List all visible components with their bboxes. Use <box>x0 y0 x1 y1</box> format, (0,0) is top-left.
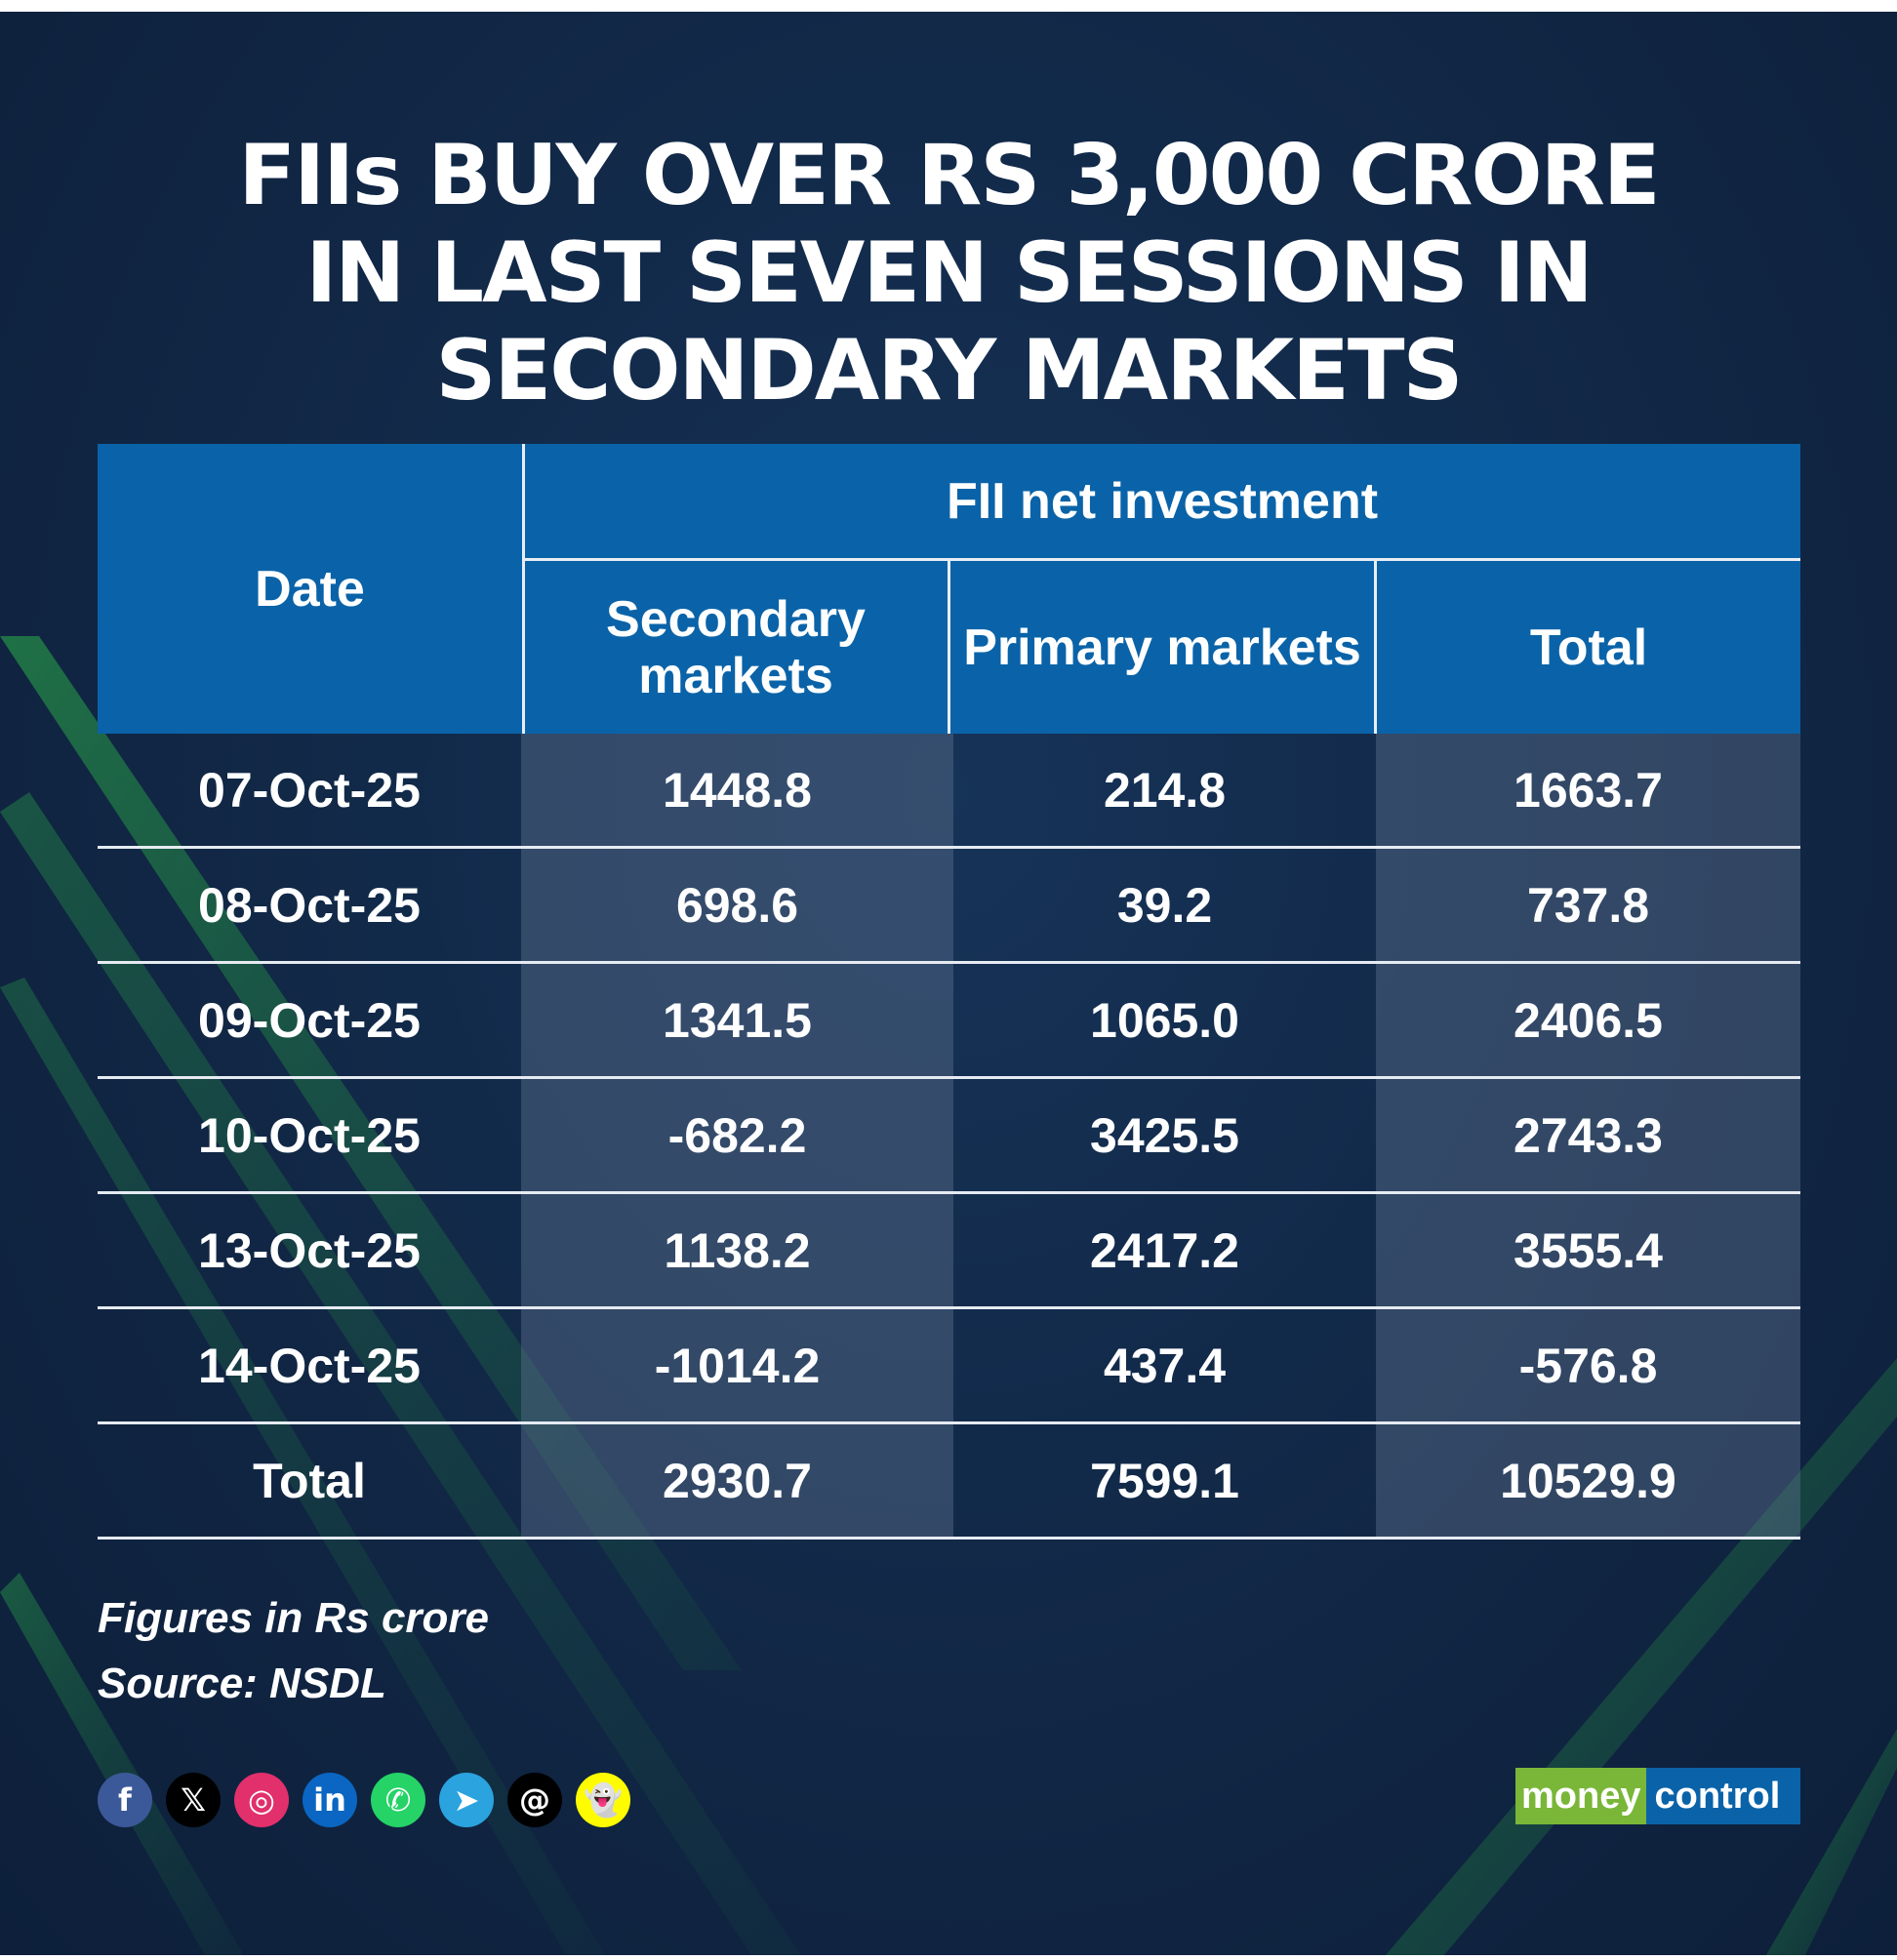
row-divider <box>98 1191 1800 1194</box>
header-divider <box>1374 561 1377 734</box>
header-divider <box>948 561 950 734</box>
moneycontrol-logo: money control <box>1515 1768 1800 1824</box>
row-divider <box>98 846 1800 849</box>
logo-part-money: money <box>1515 1768 1647 1824</box>
secondary-cell: 1341.5 <box>521 964 953 1077</box>
secondary-cell: 1448.8 <box>521 734 953 847</box>
linkedin-icon[interactable]: in <box>303 1773 357 1827</box>
headline: FIIs BUY OVER RS 3,000 CRORE IN LAST SEV… <box>0 127 1897 420</box>
primary-markets-header: Primary markets <box>963 619 1361 676</box>
headline-line-3: SECONDARY MARKETS <box>435 322 1464 420</box>
date-cell: 07-Oct-25 <box>198 763 421 818</box>
row-divider <box>98 961 1800 964</box>
primary-cell: 7599.1 <box>1090 1454 1239 1508</box>
total-cell: 1663.7 <box>1376 734 1800 847</box>
date-cell: 14-Oct-25 <box>198 1339 421 1393</box>
total-header: Total <box>1529 619 1648 676</box>
whatsapp-icon[interactable]: ✆ <box>371 1773 425 1827</box>
header-divider <box>522 444 525 734</box>
total-cell: 2743.3 <box>1376 1079 1800 1192</box>
secondary-cell: 1138.2 <box>521 1194 953 1307</box>
total-cell: 737.8 <box>1376 849 1800 962</box>
table-row: 08-Oct-25 698.6 39.2 737.8 <box>98 849 1800 964</box>
snapchat-icon[interactable]: 👻 <box>576 1773 630 1827</box>
logo-part-control: control <box>1646 1768 1800 1824</box>
facebook-icon[interactable]: f <box>98 1773 152 1827</box>
fii-group-header: FII net investment <box>946 472 1379 530</box>
table-row: 14-Oct-25 -1014.2 437.4 -576.8 <box>98 1309 1800 1424</box>
secondary-cell: -682.2 <box>521 1079 953 1192</box>
primary-cell: 2417.2 <box>1090 1223 1239 1278</box>
row-divider <box>98 1537 1800 1540</box>
table-body: 07-Oct-25 1448.8 214.8 1663.7 08-Oct-25 698.6… <box>98 734 1800 1540</box>
table-row: Total 2930.7 7599.1 10529.9 <box>98 1424 1800 1540</box>
fii-investment-table: Date FII net investment Secondary market… <box>98 444 1800 1540</box>
background-streaks <box>0 636 1897 1955</box>
row-divider <box>98 1306 1800 1309</box>
headline-line-1: FIIs BUY OVER RS 3,000 CRORE <box>238 127 1660 224</box>
date-cell: Total <box>253 1454 366 1508</box>
source-note: Source: NSDL <box>98 1660 386 1707</box>
row-divider <box>98 1421 1800 1424</box>
table-header: Date FII net investment Secondary market… <box>98 444 1800 734</box>
secondary-cell: 698.6 <box>521 849 953 962</box>
footnotes: Figures in Rs crore Source: NSDL <box>98 1585 489 1716</box>
telegram-icon[interactable]: ➤ <box>439 1773 494 1827</box>
header-divider <box>524 558 1800 561</box>
x-icon[interactable]: 𝕏 <box>166 1773 221 1827</box>
primary-cell: 437.4 <box>1103 1339 1227 1393</box>
table-row: 13-Oct-25 1138.2 2417.2 3555.4 <box>98 1194 1800 1309</box>
total-cell: 10529.9 <box>1376 1424 1800 1538</box>
primary-cell: 39.2 <box>1116 878 1213 933</box>
date-cell: 10-Oct-25 <box>198 1108 421 1163</box>
date-cell: 09-Oct-25 <box>198 993 421 1048</box>
total-cell: 3555.4 <box>1376 1194 1800 1307</box>
primary-cell: 1065.0 <box>1090 993 1239 1048</box>
secondary-cell: 2930.7 <box>521 1424 953 1538</box>
instagram-icon[interactable]: ◎ <box>234 1773 289 1827</box>
primary-cell: 214.8 <box>1103 763 1227 818</box>
headline-line-2: IN LAST SEVEN SESSIONS IN <box>305 224 1593 322</box>
date-cell: 13-Oct-25 <box>198 1223 421 1278</box>
total-cell: 2406.5 <box>1376 964 1800 1077</box>
row-divider <box>98 1076 1800 1079</box>
units-note: Figures in Rs crore <box>98 1594 490 1642</box>
date-cell: 08-Oct-25 <box>198 878 421 933</box>
table-row: 09-Oct-25 1341.5 1065.0 2406.5 <box>98 964 1800 1079</box>
table-row: 10-Oct-25 -682.2 3425.5 2743.3 <box>98 1079 1800 1194</box>
table-row: 07-Oct-25 1448.8 214.8 1663.7 <box>98 734 1800 849</box>
threads-icon[interactable]: @ <box>507 1773 562 1827</box>
secondary-markets-header: Secondary markets <box>606 590 866 704</box>
infographic: FIIs BUY OVER RS 3,000 CRORE IN LAST SEV… <box>0 12 1897 1955</box>
secondary-cell: -1014.2 <box>521 1309 953 1422</box>
primary-cell: 3425.5 <box>1090 1108 1239 1163</box>
social-icons: f 𝕏 ◎ in ✆ ➤ @ 👻 <box>98 1773 630 1827</box>
date-column-header: Date <box>255 560 365 618</box>
total-cell: -576.8 <box>1376 1309 1800 1422</box>
